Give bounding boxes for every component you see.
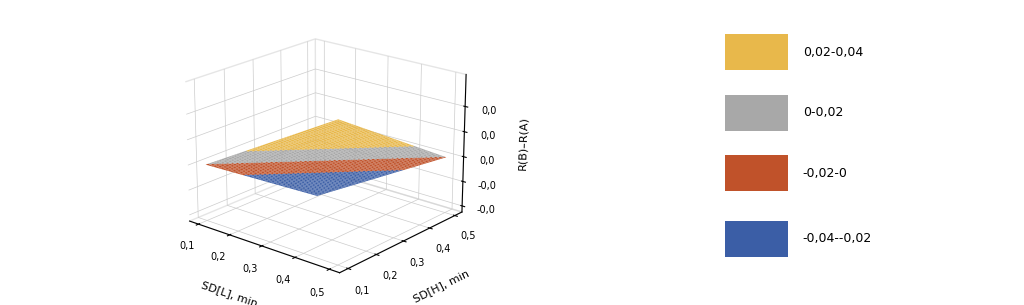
Text: 0-0,02: 0-0,02 [803,106,843,119]
FancyBboxPatch shape [725,34,788,70]
X-axis label: SD[L], min: SD[L], min [201,280,259,305]
Text: -0,04--0,02: -0,04--0,02 [803,232,872,246]
FancyBboxPatch shape [725,221,788,257]
Y-axis label: SD[H], min: SD[H], min [412,268,470,304]
FancyBboxPatch shape [725,95,788,131]
Text: -0,02-0: -0,02-0 [803,167,848,180]
FancyBboxPatch shape [725,155,788,191]
Text: 0,02-0,04: 0,02-0,04 [803,46,863,59]
